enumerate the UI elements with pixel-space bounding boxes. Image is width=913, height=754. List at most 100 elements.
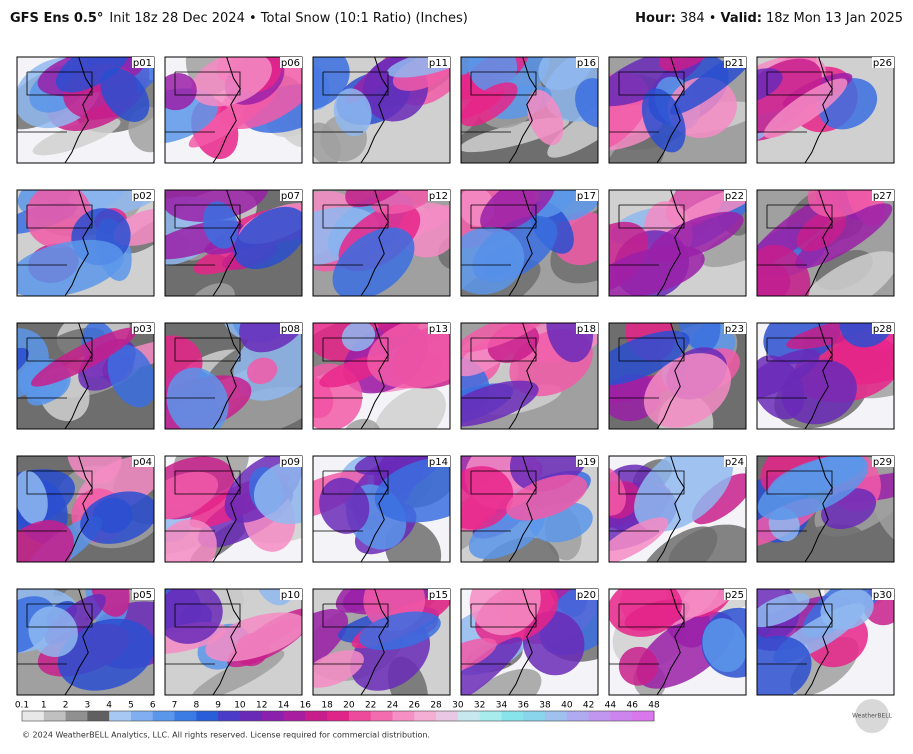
panel-label: p09: [281, 457, 300, 468]
panel-label: p14: [429, 457, 448, 468]
panel-label-bg: [872, 589, 894, 600]
colorbar-label: 1: [41, 701, 47, 711]
snow-field: [757, 244, 811, 296]
map-panel: [17, 589, 154, 695]
hour-value: 384 •: [680, 11, 717, 26]
colorbar-swatch: [109, 711, 132, 721]
map-panel: [461, 190, 598, 296]
colorbar-label: 14: [278, 701, 290, 711]
map-panel: [17, 57, 154, 163]
subtitle: Init 18z 28 Dec 2024 • Total Snow (10:1 …: [109, 11, 467, 26]
snow-field: [527, 90, 564, 146]
panel-frame: [756, 322, 895, 430]
coastline: [656, 589, 685, 695]
panel-frame: [312, 322, 451, 430]
colorbar-swatch: [436, 711, 459, 721]
colorbar-label: 20: [343, 701, 355, 711]
snow-field: [165, 88, 219, 145]
snow-field: [796, 210, 847, 252]
state-border: [26, 337, 93, 362]
coastline: [804, 456, 833, 562]
snow-field: [345, 190, 428, 208]
colorbar-swatch: [174, 711, 197, 721]
snow-field: [367, 323, 450, 389]
colorbar-swatch: [523, 711, 546, 721]
state-border: [174, 470, 241, 495]
coastline: [656, 57, 685, 163]
colorbar-swatch: [327, 711, 350, 721]
colorbar-swatch: [239, 711, 263, 721]
panel-label: p03: [133, 324, 152, 335]
map-panel: [757, 589, 894, 695]
panel-label-bg: [280, 57, 302, 68]
colorbar-swatch: [218, 711, 241, 721]
hour-label: Hour:: [635, 11, 676, 26]
panel-label-bg: [724, 323, 746, 334]
colorbar-swatch: [283, 711, 306, 721]
panel-label-bg: [280, 323, 302, 334]
panel-label: p04: [133, 457, 152, 468]
map-panel: [461, 323, 598, 429]
coastline: [508, 323, 537, 429]
snow-field: [165, 72, 197, 111]
panel-label: p15: [429, 590, 448, 601]
panel-label: p13: [429, 324, 448, 335]
coastline: [212, 323, 241, 429]
snow-field: [373, 386, 446, 429]
state-border: [322, 71, 389, 96]
colorbar-label: 30: [452, 701, 464, 711]
panel-frame: [164, 455, 303, 563]
map-panel: [165, 57, 302, 163]
colorbar-label: 7: [172, 701, 178, 711]
colorbar-label: 48: [648, 701, 660, 711]
panel-label-bg: [576, 57, 598, 68]
panel-frame: [16, 56, 155, 164]
colorbar-label: 40: [561, 701, 573, 711]
coastline: [656, 456, 685, 562]
panel-frame: [608, 56, 747, 164]
coastline: [508, 589, 537, 695]
panel-label-bg: [872, 190, 894, 201]
snow-field: [191, 57, 272, 107]
panel-label-bg: [428, 190, 450, 201]
map-panel: [461, 57, 598, 163]
state-border: [322, 603, 389, 628]
panel-frame: [460, 588, 599, 696]
snow-field: [757, 348, 820, 400]
snow-field: [509, 456, 591, 492]
header-right: Hour: 384 • Valid: 18z Mon 13 Jan 2025: [635, 11, 903, 26]
coastline: [804, 589, 833, 695]
panel-label-bg: [428, 456, 450, 467]
snow-field: [246, 357, 278, 385]
snow-field: [359, 611, 441, 651]
snow-field: [100, 67, 150, 122]
logo: WeatherBELL: [852, 713, 893, 720]
panel-label-bg: [872, 323, 894, 334]
coastline: [656, 190, 685, 296]
snow-field: [469, 589, 541, 636]
snow-field: [319, 477, 370, 534]
coastline: [804, 57, 833, 163]
panel-label: p05: [133, 590, 152, 601]
snow-field: [55, 57, 131, 93]
panel-label: p02: [133, 191, 152, 202]
state-border: [174, 71, 241, 96]
panel-frame: [312, 455, 451, 563]
map-panel: [313, 456, 450, 562]
state-border: [470, 337, 537, 362]
state-border: [618, 204, 685, 229]
coastline: [508, 456, 537, 562]
panel-label-bg: [132, 57, 154, 68]
header-left: GFS Ens 0.5° Init 18z 28 Dec 2024 • Total…: [10, 11, 468, 26]
snow-field: [17, 470, 48, 525]
snow-field: [165, 190, 269, 222]
coastline: [64, 323, 93, 429]
panel-label: p16: [577, 58, 596, 69]
snow-field: [763, 323, 843, 365]
snow-field: [17, 239, 124, 296]
footer: © 2024 WeatherBELL Analytics, LLC. All r…: [22, 731, 430, 740]
colorbar-label: 0.1: [15, 701, 29, 711]
panel-label-bg: [428, 57, 450, 68]
state-border: [26, 603, 93, 628]
snow-field: [757, 635, 812, 695]
